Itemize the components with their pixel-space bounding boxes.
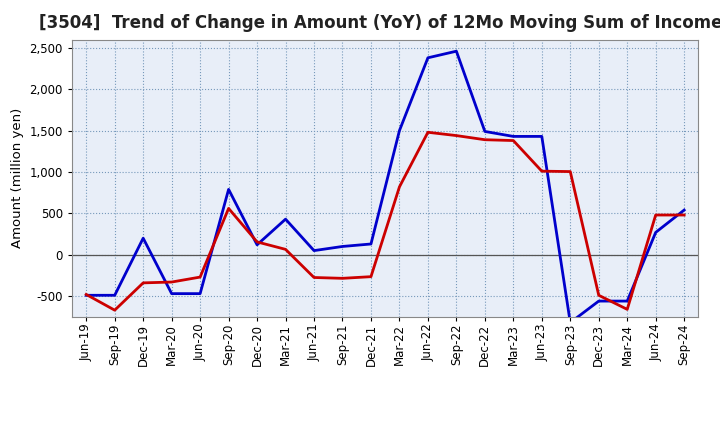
Ordinary Income	[139, 235, 148, 241]
Ordinary Income	[566, 320, 575, 325]
Net Income	[480, 137, 489, 143]
Net Income	[423, 130, 432, 135]
Ordinary Income	[366, 242, 375, 247]
Net Income	[253, 239, 261, 245]
Ordinary Income	[480, 129, 489, 134]
Ordinary Income	[196, 291, 204, 296]
Net Income	[680, 213, 688, 218]
Net Income	[623, 307, 631, 312]
Net Income	[595, 293, 603, 298]
Net Income	[310, 275, 318, 280]
Ordinary Income	[82, 293, 91, 298]
Ordinary Income	[225, 187, 233, 192]
Net Income	[282, 247, 290, 252]
Ordinary Income	[623, 298, 631, 304]
Ordinary Income	[652, 230, 660, 235]
Ordinary Income	[595, 298, 603, 304]
Ordinary Income	[537, 134, 546, 139]
Ordinary Income	[395, 128, 404, 133]
Net Income	[509, 138, 518, 143]
Ordinary Income	[509, 134, 518, 139]
Net Income	[452, 133, 461, 138]
Ordinary Income	[310, 248, 318, 253]
Net Income	[566, 169, 575, 174]
Net Income	[652, 213, 660, 218]
Line: Ordinary Income: Ordinary Income	[86, 51, 684, 323]
Net Income	[395, 184, 404, 190]
Ordinary Income	[167, 291, 176, 296]
Ordinary Income	[452, 48, 461, 54]
Ordinary Income	[253, 242, 261, 247]
Ordinary Income	[338, 244, 347, 249]
Net Income	[537, 169, 546, 174]
Net Income	[225, 206, 233, 211]
Y-axis label: Amount (million yen): Amount (million yen)	[11, 108, 24, 248]
Ordinary Income	[282, 216, 290, 222]
Net Income	[167, 279, 176, 285]
Ordinary Income	[110, 293, 119, 298]
Line: Net Income: Net Income	[86, 132, 684, 310]
Net Income	[196, 275, 204, 280]
Ordinary Income	[680, 207, 688, 213]
Ordinary Income	[423, 55, 432, 60]
Net Income	[139, 280, 148, 286]
Net Income	[82, 292, 91, 297]
Title: [3504]  Trend of Change in Amount (YoY) of 12Mo Moving Sum of Incomes: [3504] Trend of Change in Amount (YoY) o…	[38, 15, 720, 33]
Net Income	[110, 308, 119, 313]
Net Income	[338, 276, 347, 281]
Net Income	[366, 274, 375, 279]
